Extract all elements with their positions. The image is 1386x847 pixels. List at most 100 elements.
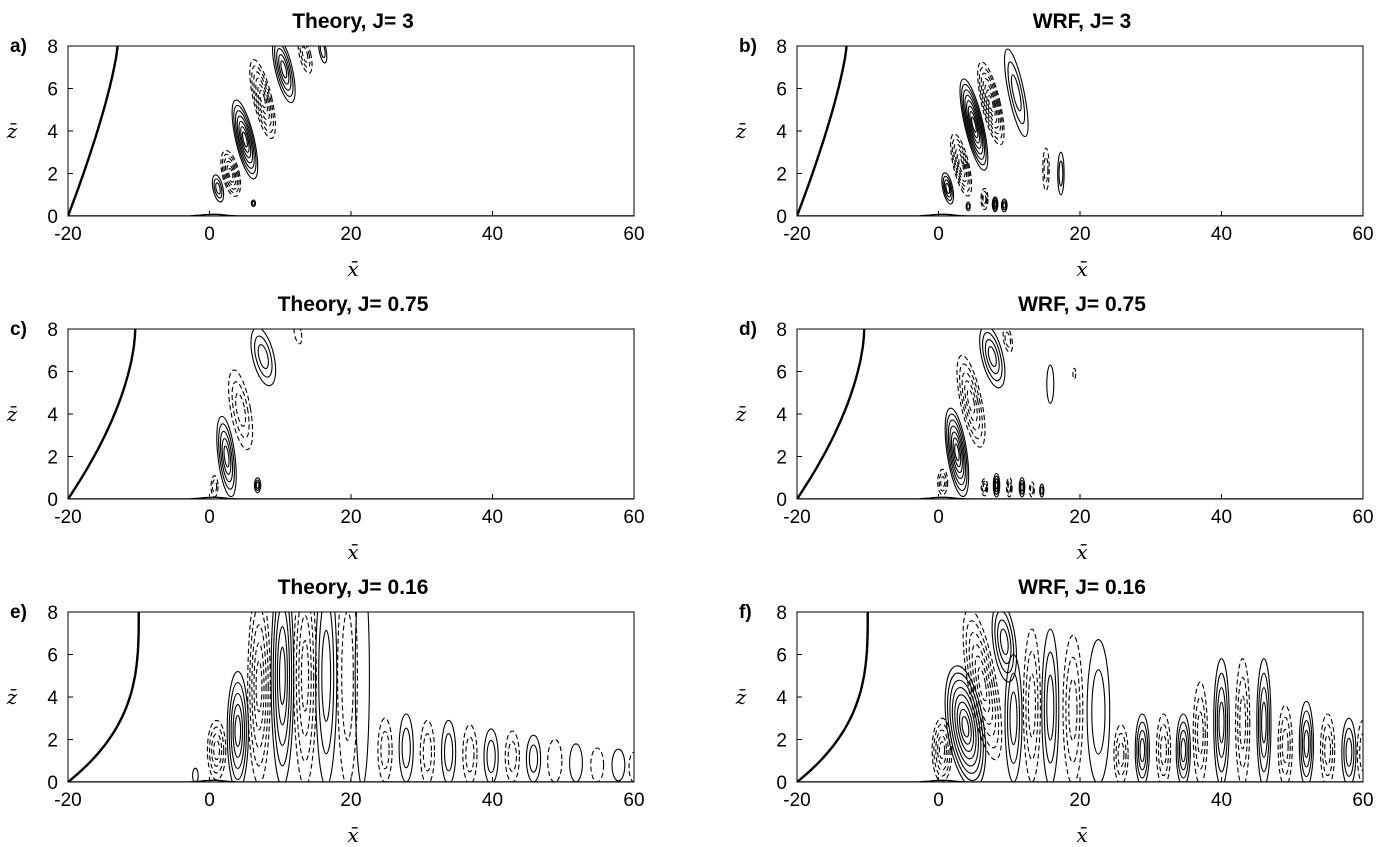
contour-positive (398, 713, 414, 782)
contour-negative (206, 719, 227, 781)
contour-negative (255, 77, 270, 121)
x-tick-label: 60 (623, 507, 644, 528)
contour-positive (1007, 61, 1026, 125)
y-tick-label: 6 (776, 80, 787, 101)
contour-positive (1303, 729, 1310, 758)
y-tick-label: 0 (47, 773, 58, 794)
contour-positive (961, 716, 970, 738)
contour-negative (977, 667, 988, 702)
contour-positive (965, 201, 971, 212)
contour-positive (226, 670, 249, 782)
panel-e-title: Theory, J= 0.16 (278, 576, 429, 599)
contour-negative (978, 66, 1003, 140)
contour-positive (223, 445, 230, 468)
contour-negative (1072, 367, 1077, 380)
contour-positive (1006, 672, 1021, 764)
y-tick-label: 4 (776, 405, 787, 426)
contour-positive (1178, 729, 1188, 771)
contour-negative (224, 160, 237, 187)
panel-f-ylabel: z̄ (735, 685, 747, 709)
contour-negative (965, 620, 1000, 749)
contour-negative (1007, 482, 1012, 492)
contour-positive (979, 329, 1006, 389)
y-tick-label: 6 (47, 646, 58, 667)
contour-negative (977, 61, 1005, 146)
y-tick-label: 4 (47, 405, 58, 426)
y-tick-label: 2 (47, 165, 58, 186)
contour-negative (1002, 329, 1014, 353)
x-tick-label: 0 (933, 507, 944, 528)
contour-negative (547, 738, 563, 782)
x-tick-label: 60 (1352, 790, 1373, 811)
contour-negative (211, 733, 223, 767)
contour-positive (401, 727, 411, 769)
panel-d-title: WRF, J= 0.75 (1018, 293, 1146, 316)
y-tick-label: 0 (47, 207, 58, 228)
contour-negative (1196, 711, 1204, 755)
contour-positive (987, 346, 997, 368)
contour-positive (211, 174, 225, 203)
contour-positive (1091, 669, 1106, 755)
contour-positive (611, 748, 626, 782)
contour-positive (1000, 198, 1008, 213)
contour-negative (986, 89, 996, 118)
x-tick-label: 40 (1211, 507, 1232, 528)
contour-positive (272, 612, 293, 767)
y-tick-label: 8 (776, 37, 787, 58)
contour-negative (1324, 734, 1332, 766)
contour-positive (276, 47, 292, 91)
contour-negative (1281, 728, 1289, 764)
contour-positive (280, 60, 288, 79)
contour-positive (228, 681, 247, 781)
contour-positive (1300, 710, 1313, 778)
contour-negative (253, 71, 272, 127)
boundary-curve (68, 612, 140, 782)
contour-negative (1160, 734, 1167, 766)
contour-negative (959, 363, 983, 440)
contour-negative (966, 388, 976, 414)
contour-group (797, 329, 1363, 499)
contour-negative (1192, 681, 1208, 782)
contour-negative (226, 164, 235, 183)
contour-negative (1028, 481, 1035, 498)
contour-negative (956, 354, 986, 448)
contour-positive (1301, 720, 1311, 768)
contour-negative (1062, 634, 1084, 782)
y-tick-label: 8 (776, 320, 787, 341)
contour-positive (1041, 628, 1060, 782)
contour-positive (255, 481, 260, 489)
contour-positive (971, 116, 977, 133)
contour-positive (528, 744, 539, 773)
contour-positive (315, 612, 338, 782)
contour-positive (994, 480, 999, 490)
axes-frame (796, 45, 1364, 217)
contour-negative (293, 612, 317, 782)
contour-negative (298, 614, 312, 737)
x-tick-label: -20 (783, 507, 810, 528)
y-tick-label: 8 (47, 37, 58, 58)
contour-positive (999, 628, 1009, 656)
axes-frame (67, 328, 635, 500)
contour-positive (354, 612, 370, 782)
contour-negative (961, 371, 981, 431)
contour-positive (569, 743, 583, 782)
contour-negative (299, 46, 311, 69)
contour-positive (235, 110, 255, 169)
contour-positive (232, 704, 244, 758)
y-tick-label: 6 (47, 363, 58, 384)
contour-positive (952, 437, 962, 468)
contour-positive (216, 415, 237, 498)
contour-positive (250, 329, 277, 387)
contour-positive (1020, 482, 1024, 492)
contour-positive (984, 339, 1000, 375)
contour-negative (220, 150, 242, 197)
contour-negative (213, 740, 221, 761)
contour-negative (980, 72, 1002, 135)
axes-frame (796, 611, 1364, 783)
contour-positive (1004, 653, 1023, 782)
